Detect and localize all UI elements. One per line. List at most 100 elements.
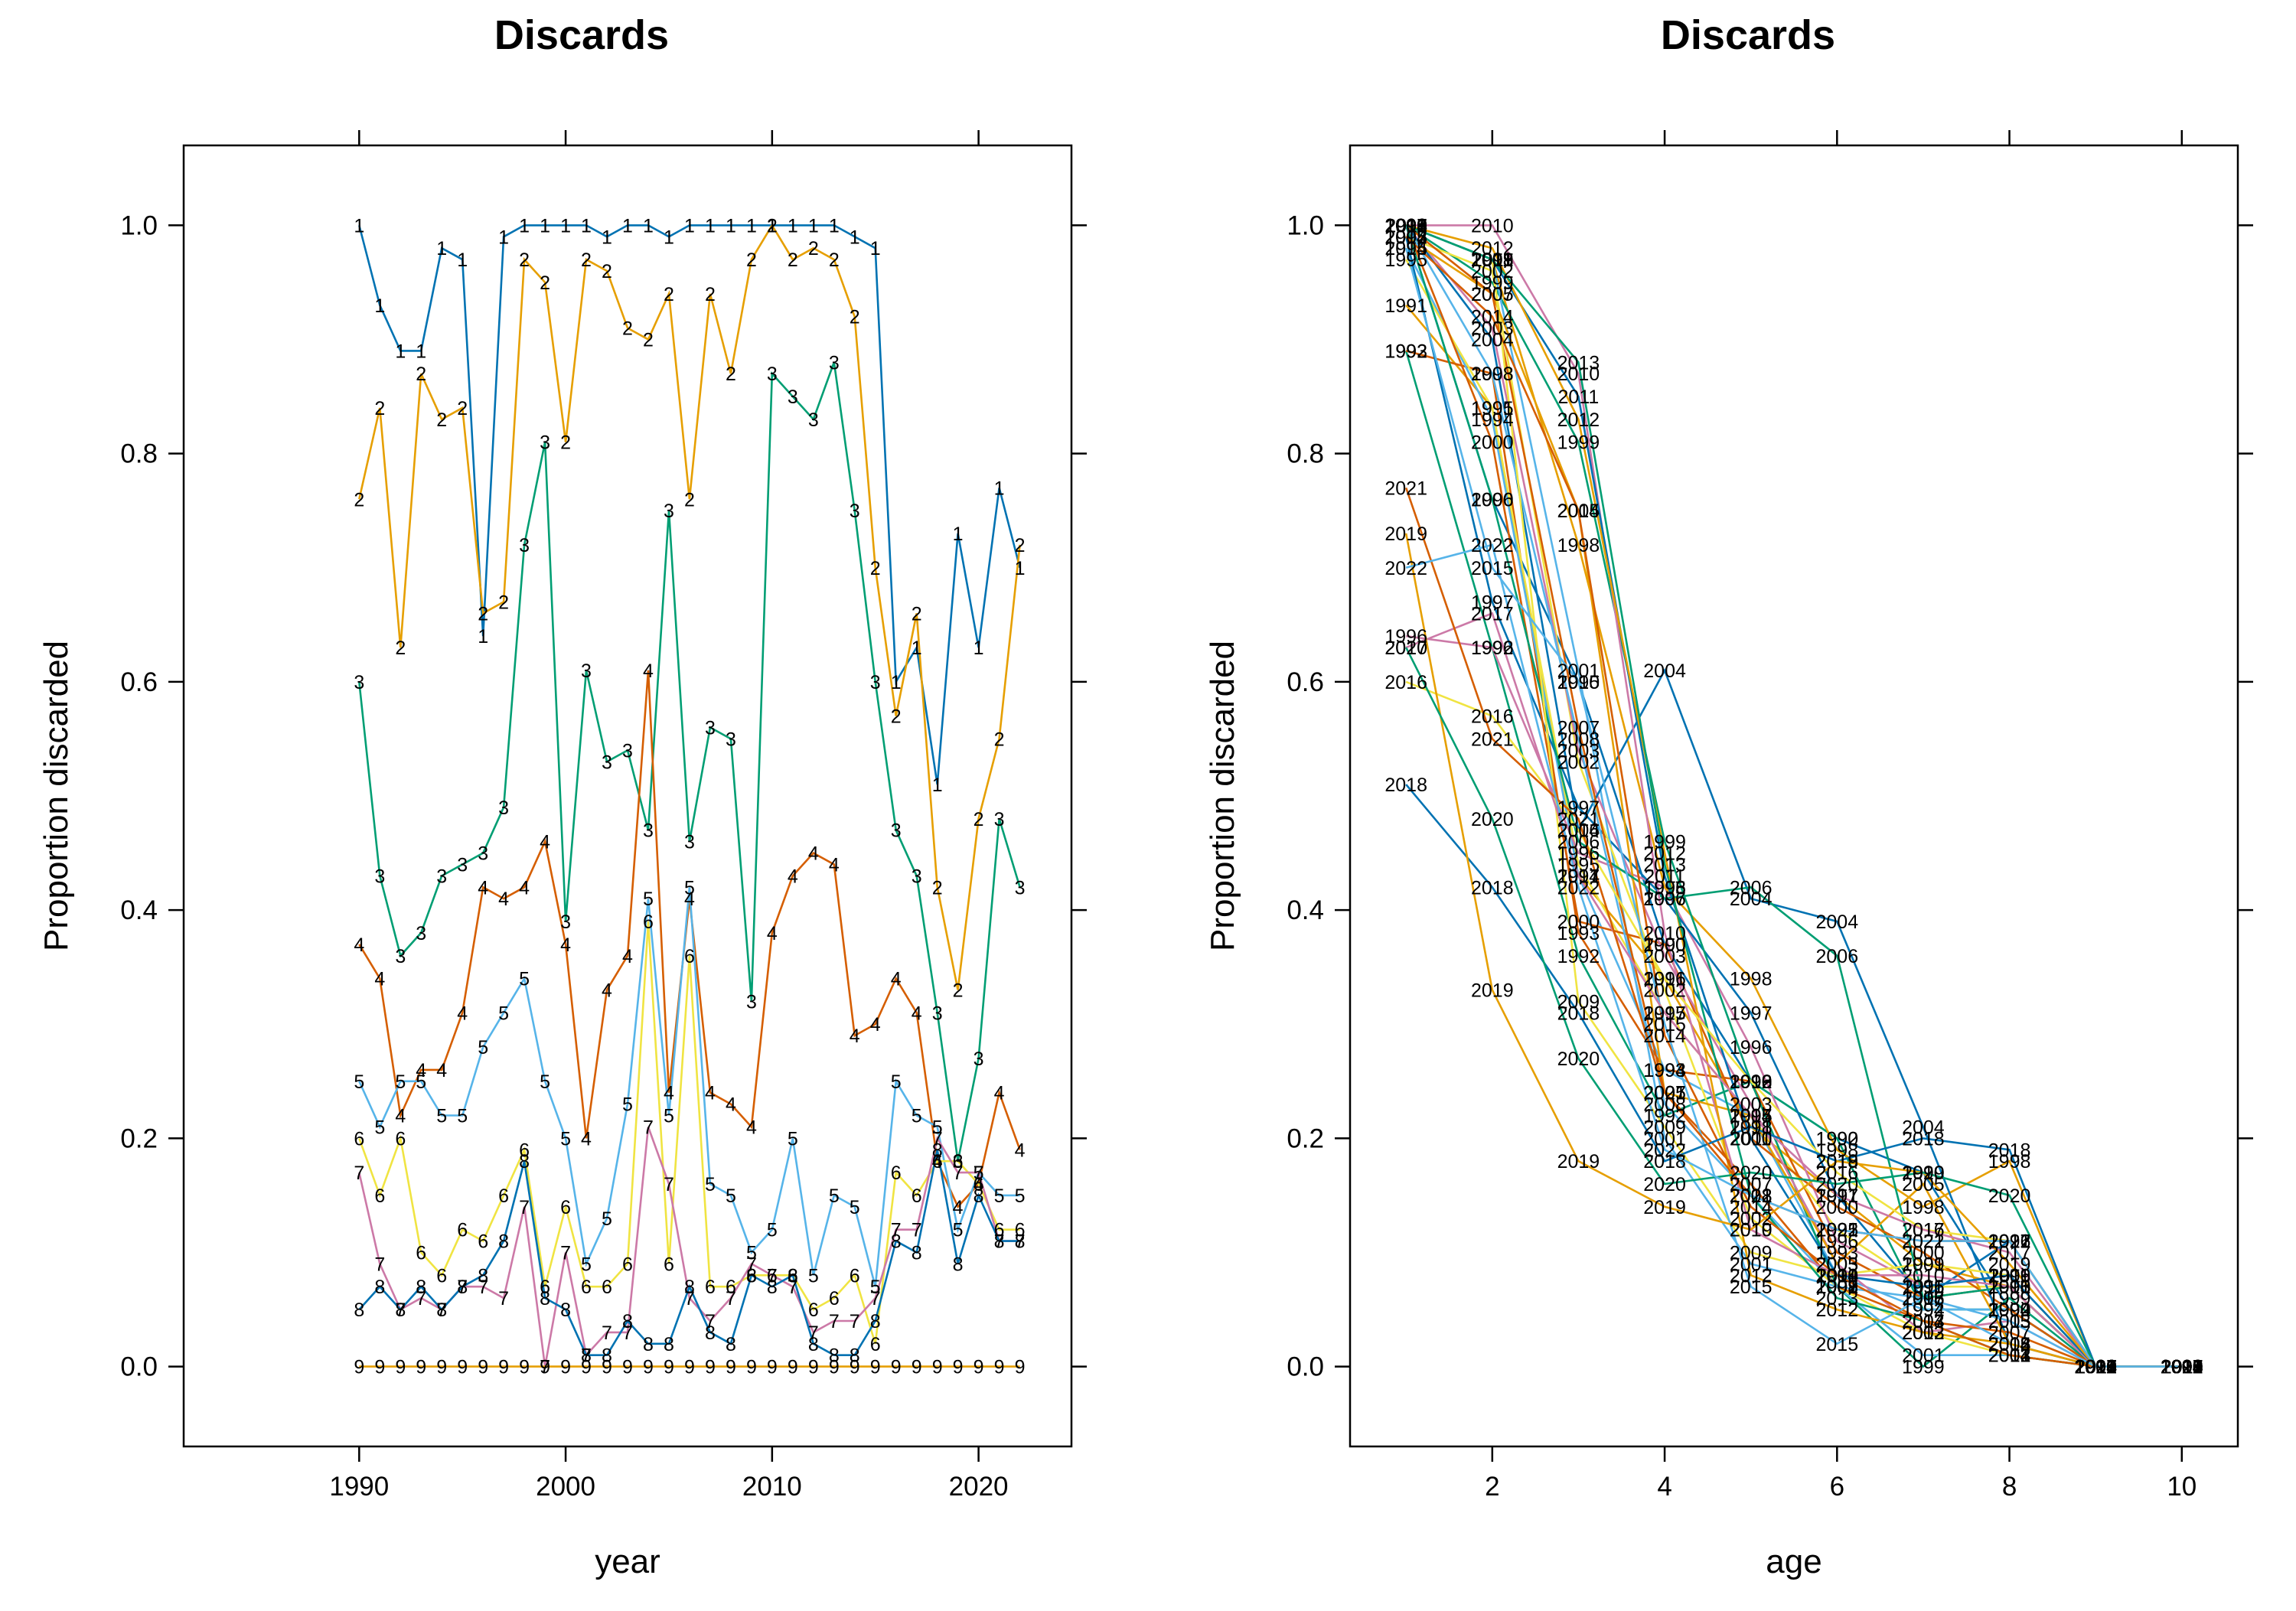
- y-tick-label: 0.4: [1287, 895, 1324, 925]
- point-label-7: 7: [664, 1174, 674, 1195]
- point-label-3: 3: [953, 1151, 964, 1172]
- point-label-1991: 1991: [1815, 1185, 1858, 1207]
- point-label-1996: 1996: [1902, 1277, 1945, 1298]
- point-label-1: 1: [457, 249, 468, 271]
- point-label-9: 9: [994, 1357, 1005, 1378]
- point-label-4: 4: [519, 877, 530, 898]
- point-label-6: 6: [705, 1277, 716, 1298]
- point-label-4: 4: [912, 1003, 922, 1024]
- point-label-2006: 2006: [1384, 215, 1427, 236]
- point-label-7: 7: [498, 1288, 509, 1309]
- point-label-4: 4: [808, 843, 819, 865]
- point-label-7: 7: [726, 1288, 736, 1309]
- point-label-2014: 2014: [1471, 307, 1514, 328]
- point-label-7: 7: [1015, 1231, 1026, 1253]
- point-label-2013: 2013: [1902, 1311, 1945, 1332]
- point-label-2020: 2020: [1988, 1185, 2031, 1207]
- point-label-2013: 2013: [1988, 1345, 2031, 1367]
- x-tick-label: 2: [1485, 1472, 1499, 1502]
- point-label-2: 2: [395, 638, 406, 659]
- point-label-1: 1: [829, 215, 840, 236]
- point-label-1995: 1995: [1471, 398, 1514, 419]
- point-label-1998: 1998: [1643, 877, 1686, 898]
- series-line-2011: [1405, 224, 2182, 1368]
- point-label-1994: 1994: [1988, 1300, 2031, 1321]
- point-label-5: 5: [726, 1185, 736, 1207]
- point-label-8: 8: [684, 1277, 695, 1298]
- point-label-2011: 2011: [1558, 386, 1600, 408]
- plot-frame: [182, 144, 1073, 1448]
- point-label-2005: 2005: [1643, 1083, 1686, 1104]
- point-label-6: 6: [788, 1265, 798, 1287]
- point-label-2020: 2020: [1730, 1163, 1773, 1184]
- point-label-2010: 2010: [1988, 1277, 2031, 1298]
- point-label-2012: 2012: [2074, 1357, 2117, 1378]
- point-label-7: 7: [994, 1231, 1005, 1253]
- point-label-7: 7: [788, 1277, 798, 1298]
- point-label-5: 5: [746, 1243, 757, 1264]
- point-label-3: 3: [808, 409, 819, 431]
- point-label-2008: 2008: [1471, 364, 1514, 385]
- point-label-2000: 2000: [1384, 215, 1427, 236]
- point-label-1: 1: [953, 523, 964, 545]
- point-label-9: 9: [622, 1357, 633, 1378]
- point-label-1996: 1996: [2074, 1357, 2117, 1378]
- point-label-5: 5: [416, 1071, 426, 1093]
- y-tick-label: 0.0: [1287, 1352, 1324, 1382]
- point-label-2011: 2011: [1644, 866, 1685, 887]
- point-label-2003: 2003: [1730, 1094, 1773, 1116]
- point-label-4: 4: [602, 980, 612, 1002]
- point-label-8: 8: [994, 1231, 1005, 1253]
- point-label-9: 9: [891, 1357, 902, 1378]
- point-label-1990: 1990: [2161, 1357, 2203, 1378]
- point-label-6: 6: [540, 1277, 550, 1298]
- point-label-2009: 2009: [2161, 1357, 2203, 1378]
- point-label-2005: 2005: [2074, 1357, 2117, 1378]
- point-label-2020: 2020: [2161, 1357, 2203, 1378]
- point-label-4: 4: [726, 1094, 736, 1116]
- point-label-1994: 1994: [1730, 1106, 1773, 1127]
- series-line-5: [358, 887, 1020, 1287]
- point-label-1992: 1992: [1384, 341, 1427, 362]
- point-label-2: 2: [374, 398, 385, 419]
- point-label-5: 5: [870, 1277, 881, 1298]
- point-label-2022: 2022: [1815, 1220, 1858, 1241]
- point-label-1998: 1998: [1730, 969, 1773, 990]
- point-label-2018: 2018: [1471, 877, 1514, 898]
- point-label-2006: 2006: [1988, 1277, 2031, 1298]
- point-label-8: 8: [891, 1231, 902, 1253]
- y-tick-label: 0.0: [120, 1352, 158, 1382]
- point-label-2: 2: [974, 809, 984, 830]
- point-label-2009: 2009: [1384, 215, 1427, 236]
- point-label-7: 7: [374, 1254, 385, 1275]
- point-label-2014: 2014: [1730, 1197, 1773, 1218]
- point-label-6: 6: [726, 1277, 736, 1298]
- point-label-5: 5: [767, 1220, 778, 1241]
- series-line-2: [358, 223, 1021, 990]
- point-label-2012: 2012: [1557, 409, 1600, 431]
- point-label-2: 2: [1015, 535, 1026, 556]
- point-label-6: 6: [974, 1174, 984, 1195]
- discards-by-age-panel: Discards 1990199019901990199019901990199…: [1204, 12, 2253, 1580]
- point-label-2: 2: [850, 307, 860, 328]
- point-label-5: 5: [932, 1117, 943, 1139]
- point-label-2019: 2019: [2161, 1357, 2203, 1378]
- point-label-2: 2: [829, 249, 840, 271]
- point-label-1998: 1998: [2074, 1357, 2117, 1378]
- point-label-6: 6: [664, 1254, 674, 1275]
- point-label-2: 2: [994, 729, 1005, 750]
- point-label-2002: 2002: [1902, 1322, 1945, 1344]
- point-label-1997: 1997: [2074, 1357, 2117, 1378]
- series-line-6: [358, 921, 1020, 1345]
- point-label-2018: 2018: [1384, 775, 1427, 796]
- point-label-2007: 2007: [1643, 1083, 1686, 1104]
- point-label-9: 9: [870, 1357, 881, 1378]
- point-label-7: 7: [395, 1300, 406, 1321]
- point-label-6: 6: [519, 1140, 530, 1161]
- point-label-2020: 2020: [1643, 1174, 1686, 1195]
- point-label-8: 8: [705, 1322, 716, 1344]
- point-label-1995: 1995: [1815, 1220, 1858, 1241]
- point-label-2011: 2011: [1385, 215, 1427, 236]
- point-label-8: 8: [870, 1311, 881, 1332]
- point-label-2015: 2015: [1988, 1311, 2031, 1332]
